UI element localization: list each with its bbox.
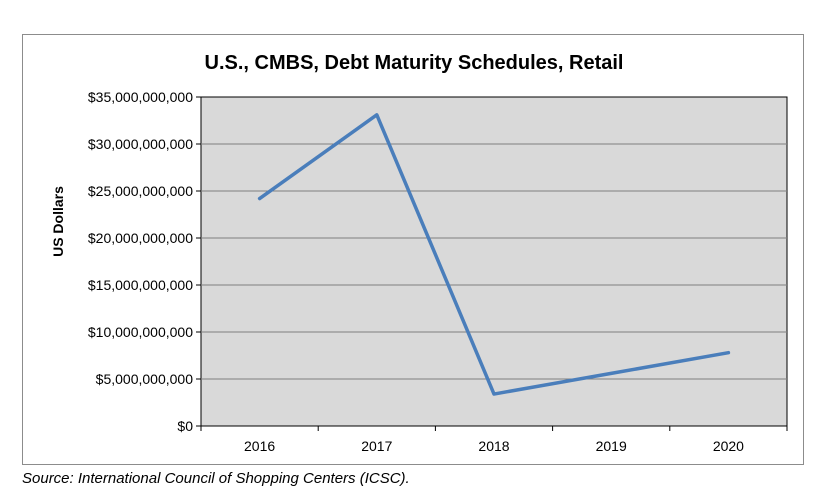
y-axis-ticks: $0 $5,000,000,000 $10,000,000,000 $15,000,0…: [88, 89, 201, 434]
chart-frame: U.S., CMBS, Debt Maturity Schedules, Ret…: [22, 34, 804, 465]
y-tick-label: $15,000,000,000: [88, 277, 193, 293]
x-tick-label: 2018: [478, 438, 509, 454]
x-tick-label: 2017: [361, 438, 392, 454]
y-axis-label: US Dollars: [50, 186, 66, 257]
chart-title: U.S., CMBS, Debt Maturity Schedules, Ret…: [205, 52, 624, 74]
source-note: Source: International Council of Shoppin…: [22, 470, 410, 487]
x-tick-label: 2016: [244, 438, 275, 454]
y-tick-label: $25,000,000,000: [88, 183, 193, 199]
y-tick-label: $30,000,000,000: [88, 136, 193, 152]
y-tick-label: $20,000,000,000: [88, 230, 193, 246]
gridlines: [201, 143, 787, 380]
y-tick-label: $35,000,000,000: [88, 89, 193, 105]
series-layer: [257, 113, 731, 396]
plot-area: [200, 96, 788, 427]
y-tick-label: $10,000,000,000: [88, 324, 193, 340]
line-chart: U.S., CMBS, Debt Maturity Schedules, Ret…: [50, 52, 788, 454]
x-tick-label: 2019: [596, 438, 627, 454]
x-tick-label: 2020: [713, 438, 744, 454]
y-tick-label: $5,000,000,000: [96, 371, 194, 387]
x-axis-ticks: 2016 2017 2018 2019 2020: [200, 426, 788, 454]
y-tick-label: $0: [177, 418, 193, 434]
series-line: [257, 113, 731, 396]
